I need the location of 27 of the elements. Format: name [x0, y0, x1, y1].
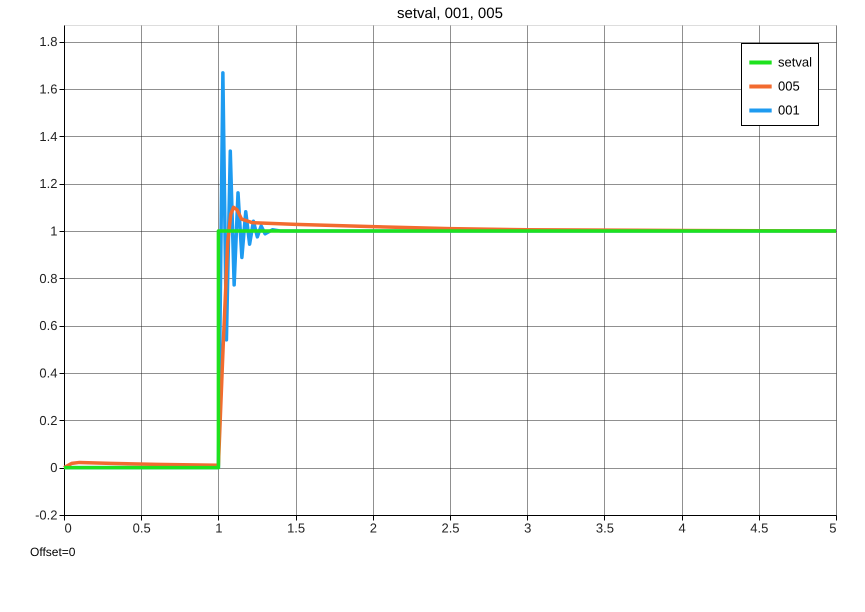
y-tick-label: -0.2	[35, 508, 58, 522]
y-tick-label: 0	[50, 460, 58, 476]
y-tick-label: 0.8	[39, 270, 58, 286]
text: Offset=0	[30, 545, 76, 559]
y-tick-label: 0.6	[39, 318, 58, 334]
x-tick-label: 2	[370, 520, 377, 536]
y-tick-label: 1.4	[39, 128, 58, 144]
y-tick-label: 0.2	[39, 412, 58, 428]
x-tick-label: 4	[678, 520, 686, 536]
y-tick-label: 1.2	[39, 176, 58, 192]
y-tick-label: 1.8	[39, 34, 58, 50]
legend-label: setval	[778, 54, 812, 70]
y-tick-label: 1.6	[39, 81, 58, 96]
x-tick-label: 5	[829, 520, 836, 536]
x-tick-label: 1.5	[287, 520, 306, 536]
x-tick-label: 4.5	[750, 520, 768, 536]
x-tick-label: 0.5	[132, 520, 151, 536]
x-tick-label: 0	[64, 520, 72, 536]
legend-label: 005	[778, 78, 800, 94]
y-tick-label: 0.4	[39, 365, 58, 380]
x-tick-label: 3	[524, 520, 532, 536]
x-tick-label: 3.5	[596, 520, 614, 536]
chart-title: setval, 001, 005	[397, 5, 503, 22]
x-tick-label: 1	[215, 520, 223, 536]
y-tick-label: 1	[50, 223, 58, 238]
legend-label: 001	[778, 102, 800, 118]
x-tick-label: 2.5	[441, 520, 460, 536]
